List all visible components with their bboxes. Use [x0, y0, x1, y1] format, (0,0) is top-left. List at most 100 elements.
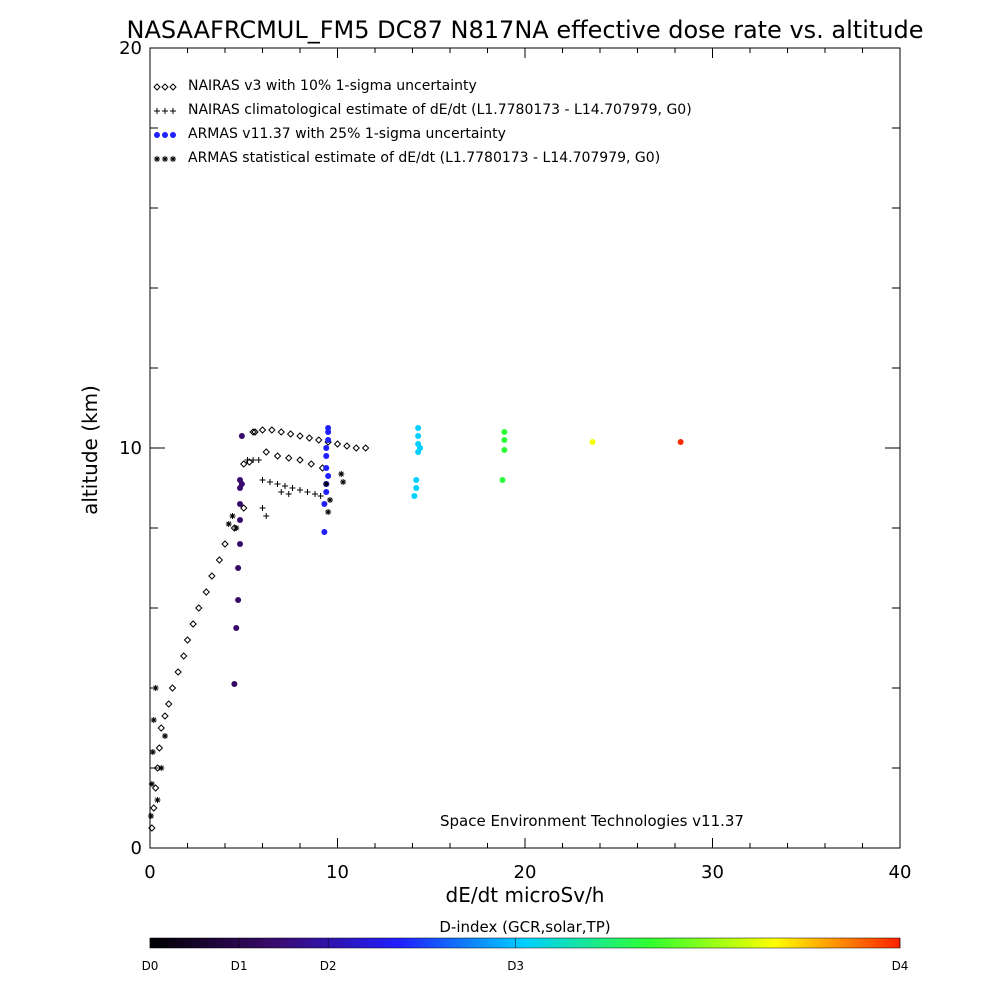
data-point [285, 454, 293, 462]
data-point [278, 489, 285, 495]
data-point [157, 724, 165, 732]
data-point [343, 442, 351, 450]
legend: NAIRAS v3 with 10% 1-sigma uncertainty NA… [153, 78, 692, 166]
data-point [238, 433, 245, 439]
legend-symbol [154, 156, 160, 162]
data-point [323, 489, 330, 495]
data-point [183, 636, 192, 644]
data-point [150, 717, 157, 723]
data-point [208, 572, 216, 580]
data-point [297, 487, 303, 493]
data-point [237, 541, 243, 547]
colorbar-tick-label: D3 [507, 959, 524, 973]
data-point [155, 744, 164, 752]
data-point [255, 457, 262, 463]
data-point [415, 425, 422, 431]
data-point [321, 529, 328, 535]
data-point [285, 491, 292, 497]
data-point [413, 477, 420, 483]
legend-symbol [162, 108, 168, 114]
data-point [268, 426, 276, 434]
data-point [312, 491, 318, 497]
data-point [154, 797, 161, 803]
data-point [323, 453, 330, 459]
data-point [282, 483, 288, 489]
data-point [352, 444, 360, 452]
data-point [413, 485, 420, 491]
data-point [304, 489, 311, 495]
data-point [168, 684, 177, 692]
data-point [317, 493, 324, 499]
data-point [229, 513, 236, 519]
legend-symbol [170, 108, 176, 114]
legend-symbol [162, 132, 168, 138]
chart-title: NASAAFRCMUL_FM5 DC87 N817NA effective do… [127, 16, 924, 44]
data-point [202, 588, 210, 596]
legend-symbol [161, 83, 169, 91]
data-point [273, 452, 282, 460]
data-point [307, 460, 315, 468]
data-point [267, 479, 273, 485]
legend-entry-label: ARMAS v11.37 with 25% 1-sigma uncertaint… [188, 126, 506, 142]
data-point [323, 445, 330, 451]
data-point [325, 473, 332, 479]
legend-symbol [170, 156, 176, 162]
colorbar-ticks: D0 D1 D2 D3 D4 [142, 938, 908, 973]
data-point [180, 652, 188, 660]
data-point [250, 457, 257, 463]
y-tick-label: 20 [119, 38, 142, 59]
data-point [325, 425, 332, 431]
legend-symbol [169, 83, 177, 91]
colorbar-tick-label: D0 [142, 959, 159, 973]
data-point [235, 565, 242, 571]
data-point [152, 685, 159, 691]
colorbar-tick-label: D1 [231, 959, 248, 973]
data-point [296, 432, 304, 440]
legend-entry-label: ARMAS statistical estimate of dE/dt (L1.… [188, 150, 660, 166]
data-point [259, 477, 266, 483]
data-points [147, 425, 684, 832]
data-point [325, 509, 332, 515]
series-4 [147, 471, 347, 819]
y-tick-label: 10 [119, 438, 142, 459]
data-point [251, 428, 259, 436]
x-tick-label: 0 [144, 862, 155, 883]
data-point [415, 433, 422, 439]
data-point [233, 625, 240, 631]
credit-annotation: Space Environment Technologies v11.37 [440, 812, 744, 830]
data-point [235, 597, 242, 603]
data-point [148, 824, 156, 832]
data-point [296, 456, 304, 464]
data-point [338, 471, 345, 477]
data-point [237, 501, 243, 507]
colorbar-tick-label: D2 [320, 959, 337, 973]
data-point [263, 513, 270, 519]
data-point [231, 681, 238, 687]
data-point [150, 804, 158, 812]
data-point [240, 460, 248, 468]
data-point [325, 437, 332, 443]
data-point [259, 505, 266, 511]
data-point [244, 457, 251, 463]
colorbar-title: D-index (GCR,solar,TP) [439, 918, 610, 936]
data-point [148, 781, 155, 787]
data-point [411, 493, 418, 499]
y-tick-label: 0 [131, 838, 142, 859]
colorbar [149, 937, 901, 949]
data-point [323, 465, 330, 471]
data-point [249, 428, 257, 436]
data-point [158, 765, 165, 771]
data-point [589, 439, 596, 445]
data-point [305, 434, 314, 442]
legend-symbol [153, 83, 161, 91]
data-point [195, 604, 203, 612]
data-point [165, 700, 173, 708]
data-point [238, 481, 245, 487]
x-tick-label: 20 [514, 862, 537, 883]
legend-entry-label: NAIRAS climatological estimate of dE/dt … [188, 102, 692, 118]
data-point [233, 525, 240, 531]
data-point [258, 426, 267, 434]
data-point [417, 445, 423, 451]
data-point [323, 481, 330, 487]
